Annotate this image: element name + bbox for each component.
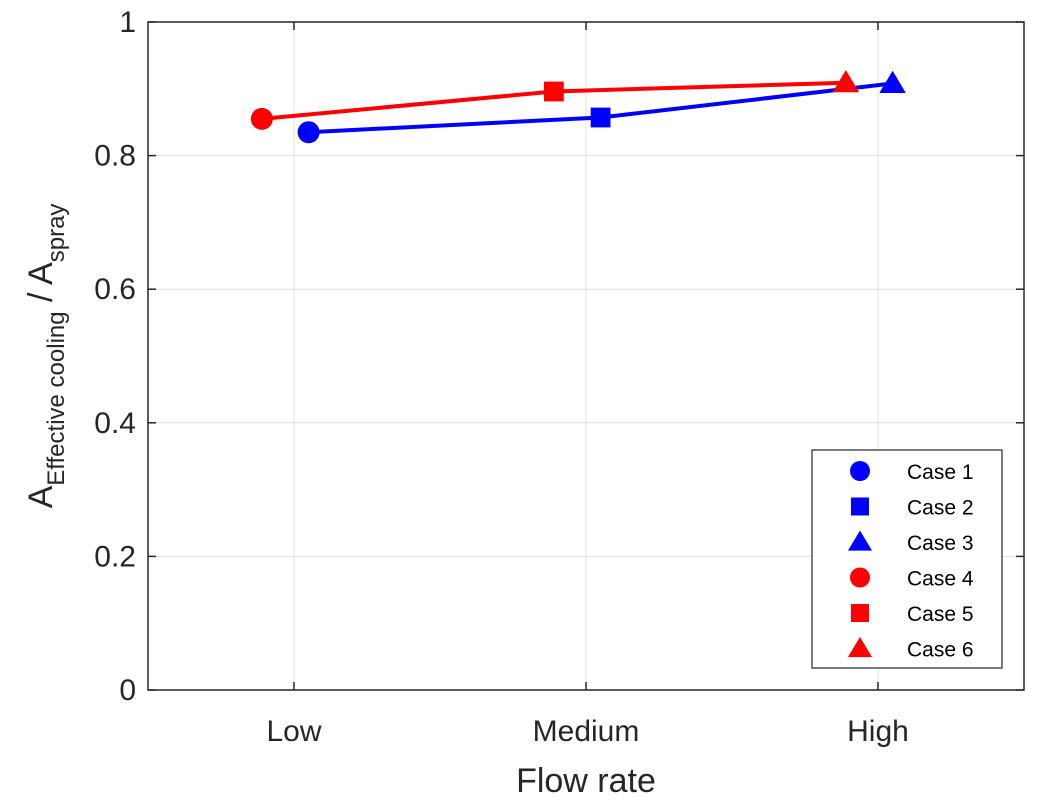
legend-marker-4 bbox=[850, 567, 870, 588]
y-axis: 0 0.2 0.4 0.6 0.8 1 bbox=[94, 6, 1024, 707]
legend-box bbox=[811, 449, 1003, 669]
y-tick-label: 0.2 bbox=[94, 540, 136, 573]
legend: Case 1 Case 2 Case 3 Case 4 Case 5 Case 6 bbox=[811, 449, 1003, 669]
legend-label-3: Case 3 bbox=[907, 532, 974, 555]
y-axis-label-sub-1: Effective cooling bbox=[43, 311, 70, 485]
legend-marker-5 bbox=[851, 604, 869, 622]
y-axis-label: AEffective cooling / Aspray bbox=[22, 204, 70, 509]
legend-label-5: Case 5 bbox=[907, 603, 974, 626]
legend-marker-2 bbox=[851, 497, 869, 516]
legend-label-2: Case 2 bbox=[907, 497, 974, 520]
y-tick-label: 0 bbox=[119, 674, 136, 707]
y-tick-label: 0.8 bbox=[94, 140, 136, 173]
data-point-case-2 bbox=[590, 107, 611, 128]
legend-marker-3 bbox=[847, 530, 873, 551]
y-tick-label: 1 bbox=[119, 6, 136, 39]
data-point-case-3 bbox=[879, 70, 906, 93]
data-point-case-4 bbox=[250, 107, 273, 130]
x-tick-label: Low bbox=[266, 715, 321, 748]
y-axis-label-main-2: / A bbox=[22, 262, 60, 311]
y-axis-label-main-1: A bbox=[22, 485, 60, 508]
data-point-case-6 bbox=[832, 70, 860, 93]
x-axis: Low Medium High bbox=[266, 22, 909, 748]
legend-label-1: Case 1 bbox=[907, 461, 974, 484]
series-lines bbox=[261, 80, 893, 135]
legend-label-6: Case 6 bbox=[907, 639, 974, 662]
legend-marker-1 bbox=[850, 461, 870, 481]
legend-marker-6 bbox=[847, 637, 873, 658]
legend-label-4: Case 4 bbox=[907, 568, 974, 591]
y-tick-label: 0.6 bbox=[94, 273, 136, 306]
y-tick-label: 0.4 bbox=[94, 407, 136, 440]
data-point-case-5 bbox=[543, 81, 564, 102]
x-tick-label: Medium bbox=[533, 715, 640, 748]
x-axis-label: Flow rate bbox=[516, 762, 656, 800]
series-markers bbox=[250, 70, 906, 144]
data-point-case-1 bbox=[297, 121, 320, 144]
x-tick-label: High bbox=[847, 715, 909, 748]
y-axis-label-sub-2: spray bbox=[43, 204, 70, 263]
